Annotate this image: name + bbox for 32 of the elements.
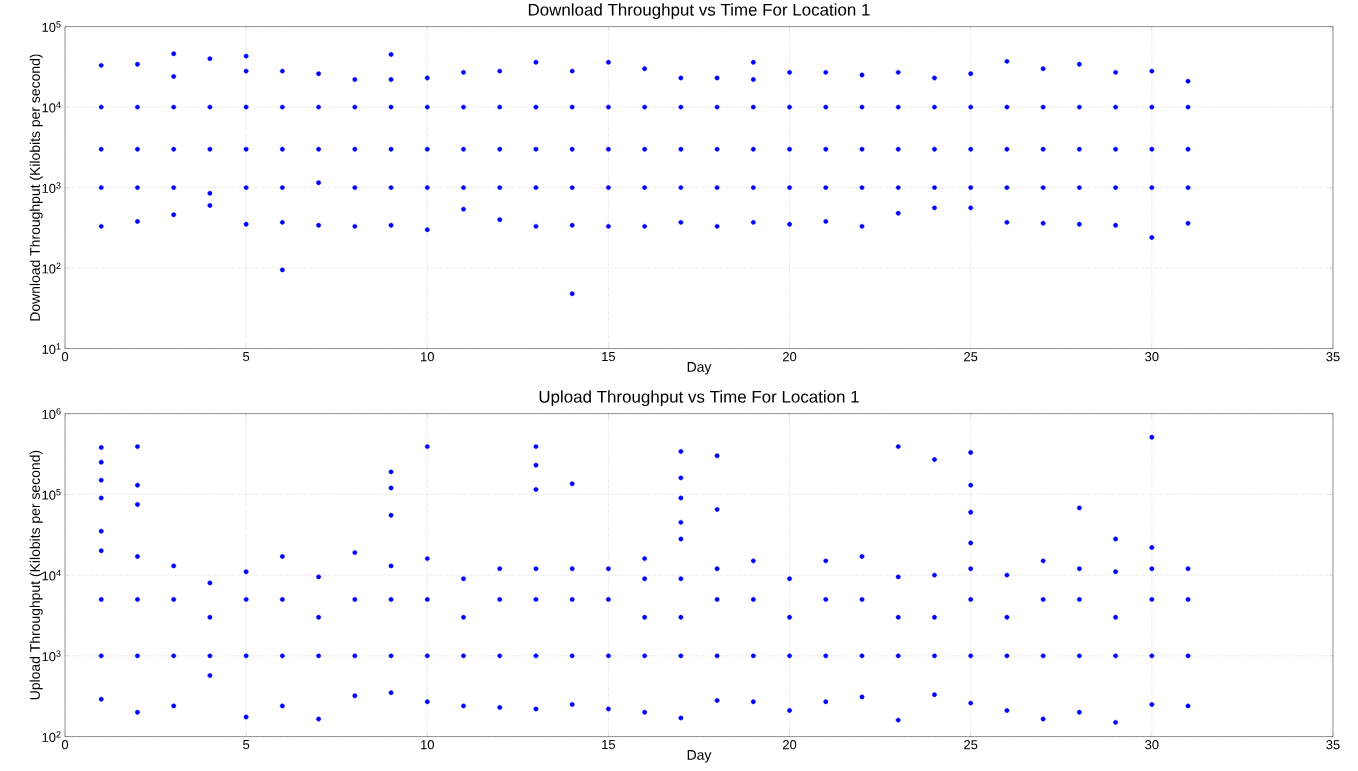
x-tick-label: 0	[61, 352, 69, 362]
x-tick-label: 20	[783, 352, 797, 362]
x-axis-title: Day	[687, 750, 712, 763]
x-axis-title: Day	[687, 362, 712, 375]
y-tick-label: 10$^{3}$	[42, 650, 61, 662]
chart-title: Upload Throughput vs Time For Location 1	[539, 390, 859, 407]
x-tick-label: 0	[61, 740, 69, 750]
chart-title: Download Throughput vs Time For Location 1	[528, 3, 870, 20]
y-tick-label: 10$^{2}$	[42, 262, 61, 274]
y-tick-label: 10$^{5}$	[42, 21, 61, 33]
y-tick-label: 10$^{6}$	[42, 408, 61, 420]
y-tick-label: 10$^{4}$	[42, 101, 61, 113]
y-tick-label: 10$^{2}$	[42, 731, 61, 743]
x-tick-label: 15	[602, 352, 616, 362]
x-tick-label: 10	[421, 740, 434, 750]
x-tick-label: 20	[783, 740, 797, 750]
x-tick-label: 5	[243, 352, 250, 362]
y-tick-label: 10$^{4}$	[42, 569, 61, 581]
y-axis-title: Upload Throughput (Kilobits per second)	[29, 451, 43, 700]
y-axis-title: Download Throughput (Kilobits per second)	[29, 54, 43, 321]
x-tick-label: 25	[964, 740, 978, 750]
x-tick-label: 35	[1326, 352, 1340, 362]
x-tick-label: 30	[1145, 352, 1159, 362]
x-tick-label: 5	[243, 740, 250, 750]
y-tick-label: 10$^{5}$	[42, 489, 61, 500]
y-tick-label: 10$^{1}$	[42, 343, 61, 355]
x-tick-label: 15	[602, 740, 616, 750]
x-tick-label: 30	[1145, 740, 1159, 750]
x-tick-label: 10	[421, 352, 434, 362]
y-tick-label: 10$^{3}$	[42, 182, 61, 194]
x-tick-label: 35	[1326, 740, 1340, 750]
x-tick-label: 25	[964, 352, 978, 362]
